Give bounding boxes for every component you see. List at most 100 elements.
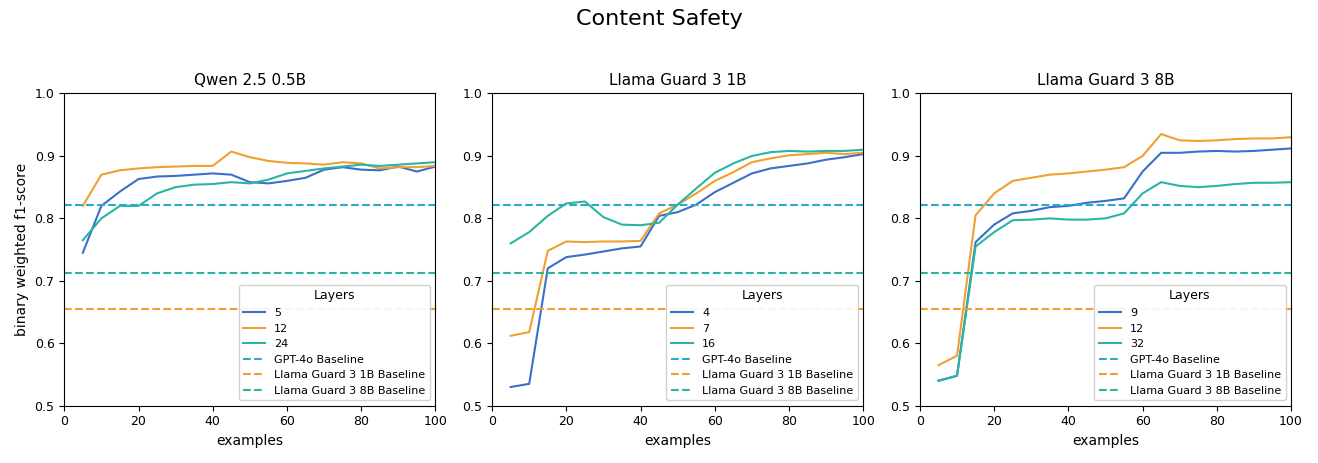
- Line: 7: 7: [510, 153, 863, 336]
- 12: [130, 166, 146, 171]
- 24: [167, 184, 183, 190]
- 24: [335, 164, 351, 169]
- 5: [204, 171, 220, 176]
- 5: [243, 179, 258, 185]
- 12: [149, 164, 165, 170]
- 7: [522, 329, 538, 335]
- 16: [763, 150, 779, 155]
- 12: [967, 213, 983, 218]
- Y-axis label: binary weighted f1-score: binary weighted f1-score: [14, 163, 29, 336]
- 32: [1246, 180, 1261, 186]
- 16: [540, 213, 556, 219]
- 16: [688, 186, 704, 191]
- 12: [1153, 131, 1169, 137]
- 9: [1246, 148, 1261, 154]
- 12: [186, 163, 202, 169]
- 9: [1284, 146, 1300, 151]
- 24: [390, 162, 406, 168]
- 4: [559, 254, 575, 260]
- Line: 4: 4: [510, 154, 863, 387]
- Llama Guard 3 1B Baseline: [488, 306, 503, 312]
- 9: [1098, 198, 1114, 204]
- 5: [372, 168, 387, 173]
- 12: [1043, 172, 1058, 177]
- 16: [743, 153, 759, 159]
- 12: [261, 158, 277, 164]
- 16: [614, 222, 630, 227]
- 16: [651, 220, 667, 225]
- 16: [706, 170, 722, 175]
- 4: [763, 166, 779, 171]
- 12: [1079, 169, 1095, 175]
- Line: 5: 5: [83, 167, 435, 253]
- 24: [75, 238, 91, 243]
- 7: [800, 151, 816, 157]
- 32: [1153, 179, 1169, 185]
- 12: [75, 203, 91, 209]
- Llama Guard 3 1B Baseline: [916, 306, 932, 312]
- 9: [1264, 147, 1280, 152]
- Line: 16: 16: [510, 150, 863, 244]
- 12: [409, 164, 424, 170]
- 32: [1061, 217, 1077, 222]
- GPT-4o Baseline: [488, 202, 503, 207]
- 7: [818, 150, 834, 156]
- 12: [223, 149, 239, 154]
- 12: [353, 161, 369, 166]
- 4: [522, 381, 538, 387]
- 12: [1246, 136, 1261, 141]
- 5: [316, 167, 332, 172]
- Llama Guard 3 1B Baseline: [912, 306, 928, 312]
- 32: [986, 229, 1002, 235]
- 9: [1004, 211, 1020, 216]
- 5: [186, 172, 202, 177]
- GPT-4o Baseline: [57, 202, 72, 207]
- 5: [298, 175, 314, 181]
- 12: [1284, 134, 1300, 140]
- 4: [706, 189, 722, 195]
- Text: Content Safety: Content Safety: [576, 9, 742, 29]
- Legend: 5, 12, 24, GPT-4o Baseline, Llama Guard 3 1B Baseline, Llama Guard 3 8B Baseline: 5, 12, 24, GPT-4o Baseline, Llama Guard …: [239, 285, 430, 400]
- 24: [149, 191, 165, 196]
- 7: [670, 202, 685, 207]
- 7: [837, 151, 853, 157]
- 32: [1172, 183, 1188, 189]
- Llama Guard 3 8B Baseline: [912, 270, 928, 275]
- 12: [1004, 178, 1020, 184]
- Llama Guard 3 8B Baseline: [488, 270, 503, 275]
- 9: [986, 222, 1002, 227]
- 7: [688, 191, 704, 196]
- Llama Guard 3 8B Baseline: [57, 270, 72, 275]
- 9: [1153, 150, 1169, 156]
- 12: [1190, 138, 1206, 144]
- 12: [1098, 167, 1114, 172]
- 12: [1172, 138, 1188, 143]
- 32: [1284, 179, 1300, 185]
- 7: [651, 211, 667, 216]
- GPT-4o Baseline: [912, 202, 928, 207]
- 4: [743, 171, 759, 176]
- 12: [1209, 138, 1224, 143]
- Line: 9: 9: [938, 149, 1292, 381]
- Llama Guard 3 8B Baseline: [484, 270, 500, 275]
- 24: [204, 181, 220, 187]
- 12: [112, 168, 128, 173]
- 5: [353, 167, 369, 172]
- 24: [353, 162, 369, 168]
- 12: [1116, 164, 1132, 170]
- 5: [130, 176, 146, 182]
- 16: [818, 148, 834, 154]
- 32: [1043, 216, 1058, 221]
- 5: [149, 174, 165, 179]
- 32: [967, 244, 983, 249]
- 32: [1135, 191, 1151, 196]
- 4: [837, 154, 853, 160]
- Llama Guard 3 1B Baseline: [484, 306, 500, 312]
- 5: [75, 250, 91, 256]
- 7: [855, 150, 871, 156]
- 16: [670, 202, 685, 207]
- 9: [1190, 149, 1206, 154]
- 16: [725, 161, 741, 166]
- 4: [633, 244, 648, 249]
- 12: [1227, 136, 1243, 142]
